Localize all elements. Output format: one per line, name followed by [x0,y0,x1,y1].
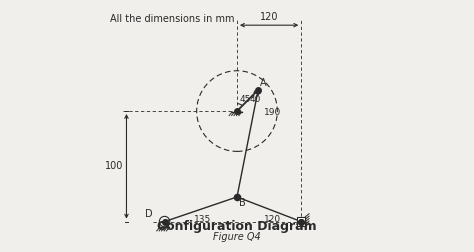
Text: 40: 40 [250,94,261,104]
Bar [297,217,305,227]
Text: Configuration Diagram: Configuration Diagram [157,220,317,233]
Text: Figure Q4: Figure Q4 [213,232,261,242]
Text: 120: 120 [264,215,282,224]
Text: 190: 190 [264,108,282,117]
Text: 100: 100 [105,161,124,171]
Text: All the dimensions in mm: All the dimensions in mm [110,14,235,24]
Text: D: D [145,209,153,219]
Text: 135: 135 [194,215,211,224]
Text: 120: 120 [260,12,278,22]
Text: A: A [260,78,267,88]
Text: 45°: 45° [240,94,256,104]
Text: B: B [239,198,246,208]
